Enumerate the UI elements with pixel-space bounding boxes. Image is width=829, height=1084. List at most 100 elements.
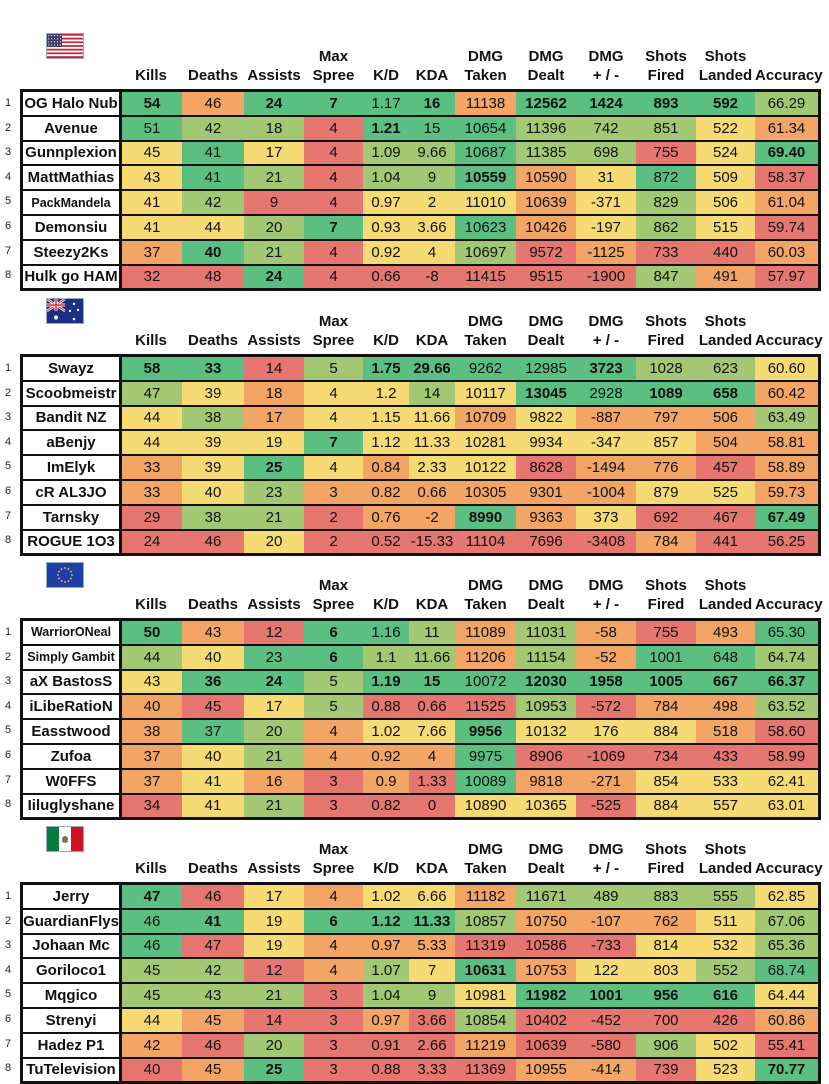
stat-cell: -1004 — [576, 478, 636, 506]
row-number: 5 — [4, 195, 12, 208]
table-row: PackMandela 41 42 9 4 0.97 2 11010 10639 -371 829 5… — [21, 189, 820, 216]
row-number: 7 — [4, 1037, 12, 1050]
stat-cell: 40 — [182, 643, 244, 671]
stat-cell: 12 — [244, 957, 304, 985]
column-header-line1: DMG — [468, 313, 503, 330]
column-header-line2: Fired — [647, 332, 685, 349]
column-header-line1: Shots — [704, 48, 747, 65]
column-header-line2: KDA — [415, 67, 449, 84]
column-header-line2: Dealt — [527, 67, 565, 84]
stat-cell: 4 — [304, 263, 363, 291]
stat-cell: 37 — [120, 238, 182, 266]
stat-cell: 21 — [244, 164, 304, 192]
column-header-line1 — [121, 576, 181, 595]
stat-cell: 10586 — [516, 932, 576, 960]
stat-cell: 65.36 — [755, 932, 820, 960]
player-name: ROGUE 1O3 — [21, 528, 122, 556]
stat-cell: 9.66 — [409, 139, 455, 167]
stat-cell: 784 — [636, 693, 696, 721]
player-name: Avenue — [21, 114, 122, 142]
column-header-line2: Taken — [464, 596, 507, 613]
stat-cell: 42 — [120, 1031, 182, 1059]
stat-cell: 46 — [182, 882, 244, 910]
column-header: K/D — [363, 312, 409, 350]
stat-cell: 0.88 — [363, 693, 409, 721]
stat-cell: 10122 — [455, 454, 516, 481]
stat-cell: 511 — [696, 907, 755, 935]
stat-cell: 4 — [304, 957, 363, 985]
stat-cell: 20 — [244, 718, 304, 745]
stat-cell: 4 — [409, 238, 455, 266]
table-row: Zufoa 37 40 21 4 0.92 4 9975 8906 -1069 734 433 58.9… — [21, 742, 820, 770]
stat-cell: 1089 — [636, 379, 696, 407]
stat-cell: 40 — [120, 693, 182, 721]
column-header: Shots Fired — [636, 576, 696, 614]
column-header: Shots Fired — [636, 312, 696, 350]
stat-cell: 518 — [696, 718, 755, 745]
table-row: Jerry 47 46 17 4 1.02 6.66 11182 11671 489 883 555 6… — [21, 882, 820, 910]
stat-cell: 489 — [576, 882, 636, 910]
stat-cell: 16 — [409, 89, 455, 117]
stat-cell: 38 — [120, 718, 182, 745]
stat-cell: -271 — [576, 767, 636, 795]
stat-cell: 0.97 — [363, 1006, 409, 1034]
stat-cell: 700 — [636, 1006, 696, 1034]
column-header-line1: DMG — [588, 48, 624, 65]
row-number: 7 — [4, 773, 12, 786]
table-row: WarriorONeal 50 43 12 6 1.16 11 11089 11031 -58 75… — [21, 618, 820, 646]
player-name: ImElyk — [21, 454, 122, 481]
stat-cell: 11154 — [516, 643, 576, 671]
player-name: aX BastosS — [21, 668, 122, 696]
stat-cell: -2 — [409, 503, 455, 531]
table-row: Strenyi 44 45 14 3 0.97 3.66 10854 10402 -452 700 4… — [21, 1006, 820, 1034]
stat-cell: 2.66 — [409, 1031, 455, 1059]
stat-cell: 12562 — [516, 89, 576, 117]
stat-cell: 457 — [696, 454, 755, 481]
table-row: ImElyk 33 39 25 4 0.84 2.33 10122 8628 -1494 776 45… — [21, 454, 820, 481]
stat-cell: 45 — [182, 693, 244, 721]
column-header: DMG Taken — [455, 840, 516, 878]
player-name: TuTelevision — [21, 1056, 122, 1084]
stat-cell: 39 — [182, 429, 244, 457]
stat-cell: 45 — [182, 1056, 244, 1084]
stat-cell: -580 — [576, 1031, 636, 1059]
stat-cell: 862 — [636, 213, 696, 241]
row-number: 7 — [4, 244, 12, 257]
row-number: 5 — [4, 460, 12, 473]
stat-cell: 47 — [120, 882, 182, 910]
stat-cell: 11319 — [455, 932, 516, 960]
stat-cell: 0.82 — [363, 478, 409, 506]
stat-cell: 67.06 — [755, 907, 820, 935]
stat-cell: -733 — [576, 932, 636, 960]
stat-cell: 4 — [304, 454, 363, 481]
stat-cell: 40 — [182, 238, 244, 266]
stat-cell: 63.49 — [755, 404, 820, 432]
stat-cell: 37 — [182, 718, 244, 745]
stat-cell: 45 — [120, 139, 182, 167]
stat-cell: 4 — [304, 718, 363, 745]
player-name: Bandit NZ — [21, 404, 122, 432]
stat-cell: 17 — [244, 693, 304, 721]
column-header: DMG + / - — [576, 47, 636, 85]
stat-cell: 36 — [182, 668, 244, 696]
stat-cell: 0.91 — [363, 1031, 409, 1059]
stat-cell: 440 — [696, 238, 755, 266]
stat-cell: -197 — [576, 213, 636, 241]
player-name: Goriloco1 — [21, 957, 122, 985]
stat-cell: 45 — [120, 982, 182, 1009]
stat-cell: 1.12 — [363, 907, 409, 935]
column-header-line1: DMG — [588, 577, 624, 594]
stat-cell: 61.34 — [755, 114, 820, 142]
stat-cell: 20 — [244, 213, 304, 241]
stat-cell: 9515 — [516, 263, 576, 291]
column-header-line1: Shots — [645, 48, 687, 65]
stat-cell: 47 — [120, 379, 182, 407]
stat-cell: 24 — [244, 668, 304, 696]
stat-cell: 37 — [120, 742, 182, 770]
stat-cell: 658 — [696, 379, 755, 407]
stat-cell: 1.19 — [363, 668, 409, 696]
stat-cell: 58.60 — [755, 718, 820, 745]
player-name: Steezy2Ks — [21, 238, 122, 266]
stat-cell: 10955 — [516, 1056, 576, 1084]
column-header-line2: Landed — [698, 596, 753, 613]
